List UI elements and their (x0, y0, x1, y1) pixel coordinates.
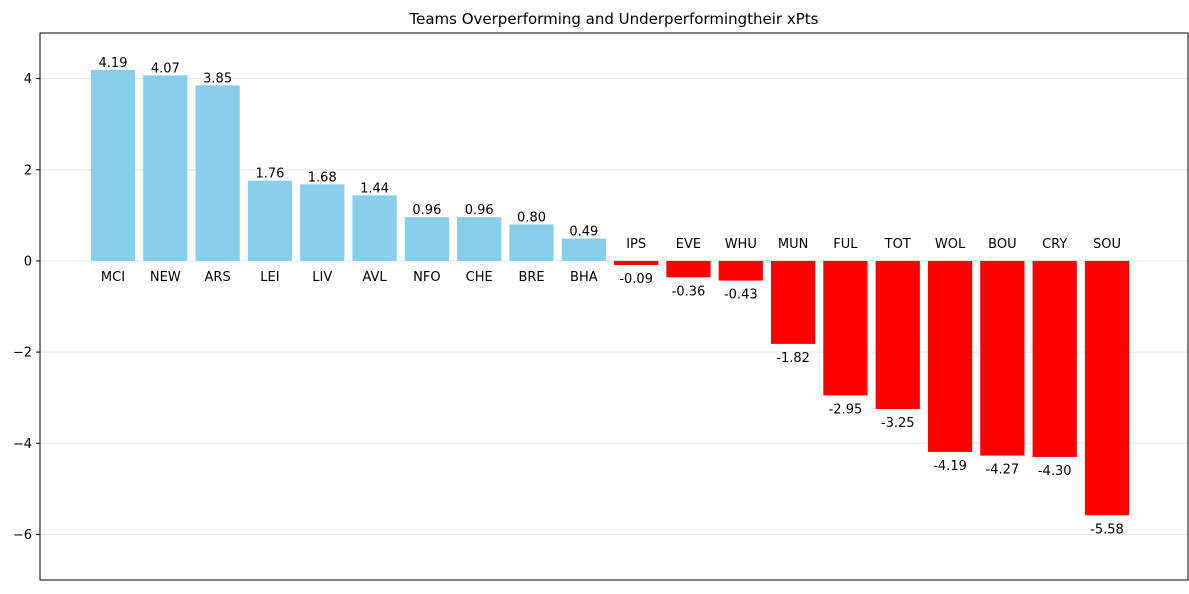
bar (927, 260, 973, 452)
data-label: -4.27 (986, 463, 1020, 478)
data-label: -5.58 (1090, 522, 1124, 537)
bar (718, 260, 763, 281)
y-axis-ticks: 4 2 0 −2 −4 −6 (13, 72, 40, 543)
category-label: CHE (466, 270, 493, 285)
bar (980, 260, 1025, 456)
category-label: TOT (884, 237, 911, 252)
bar (195, 85, 240, 261)
bar (1084, 260, 1130, 516)
plot-frame (39, 32, 1189, 581)
bar (614, 260, 659, 266)
category-label: IPS (626, 237, 646, 252)
data-label: -4.19 (933, 459, 967, 474)
data-label: 0.80 (517, 210, 546, 225)
category-label: BRE (518, 270, 544, 285)
bar (509, 224, 554, 261)
category-label: EVE (676, 237, 701, 252)
category-label: AVL (362, 270, 387, 285)
bar (300, 184, 345, 261)
category-label: BHA (570, 270, 598, 285)
bar (247, 180, 293, 261)
y-tick-label: −2 (13, 346, 32, 361)
category-label: SOU (1093, 237, 1121, 252)
y-tick-label: −4 (13, 437, 32, 452)
category-label: CRY (1042, 237, 1067, 252)
bar (561, 238, 606, 261)
y-tick-label: 0 (24, 254, 32, 269)
data-label: -0.09 (619, 272, 653, 287)
category-label: BOU (988, 237, 1016, 252)
data-label: -3.25 (881, 416, 915, 431)
bar (1032, 260, 1077, 457)
bar (770, 260, 816, 344)
data-label: 1.68 (308, 170, 337, 185)
data-label: 4.07 (151, 61, 180, 76)
bar (457, 217, 502, 261)
bar (404, 217, 450, 261)
bar (352, 195, 397, 261)
data-label: -2.95 (829, 402, 863, 417)
data-label: 0.96 (465, 203, 494, 218)
chart-title: Teams Overperforming and Underperforming… (409, 10, 819, 28)
bars (90, 69, 1130, 516)
data-label: -0.43 (724, 288, 758, 303)
bar (823, 260, 868, 396)
category-label: WOL (935, 237, 966, 252)
data-label: -1.82 (776, 351, 810, 366)
data-label: -0.36 (672, 284, 706, 299)
data-label: -4.30 (1038, 464, 1072, 479)
data-label: 1.76 (255, 167, 284, 182)
category-label: NEW (150, 270, 181, 285)
category-label: ARS (205, 270, 231, 285)
data-label: 0.96 (412, 203, 441, 218)
data-label: 1.44 (360, 181, 389, 196)
bar (143, 75, 188, 261)
data-label: 0.49 (569, 225, 598, 240)
category-label: MCI (101, 270, 125, 285)
category-label: WHU (725, 237, 757, 252)
y-tick-label: 4 (24, 72, 32, 87)
data-label: 4.19 (99, 56, 128, 71)
bar (666, 260, 711, 278)
category-label: FUL (833, 237, 858, 252)
category-label: MUN (778, 237, 808, 252)
bar (90, 69, 136, 261)
category-label: NFO (413, 270, 440, 285)
labels: 4.19 MCI 4.07 NEW 3.85 ARS 1.76 LEI 1.68 LIV 1.44 A… (99, 56, 1124, 537)
bar (875, 260, 920, 410)
y-tick-label: −6 (13, 528, 32, 543)
y-tick-label: 2 (24, 163, 32, 178)
category-label: LEI (260, 270, 279, 285)
category-label: LIV (312, 270, 332, 285)
data-label: 3.85 (203, 71, 232, 86)
